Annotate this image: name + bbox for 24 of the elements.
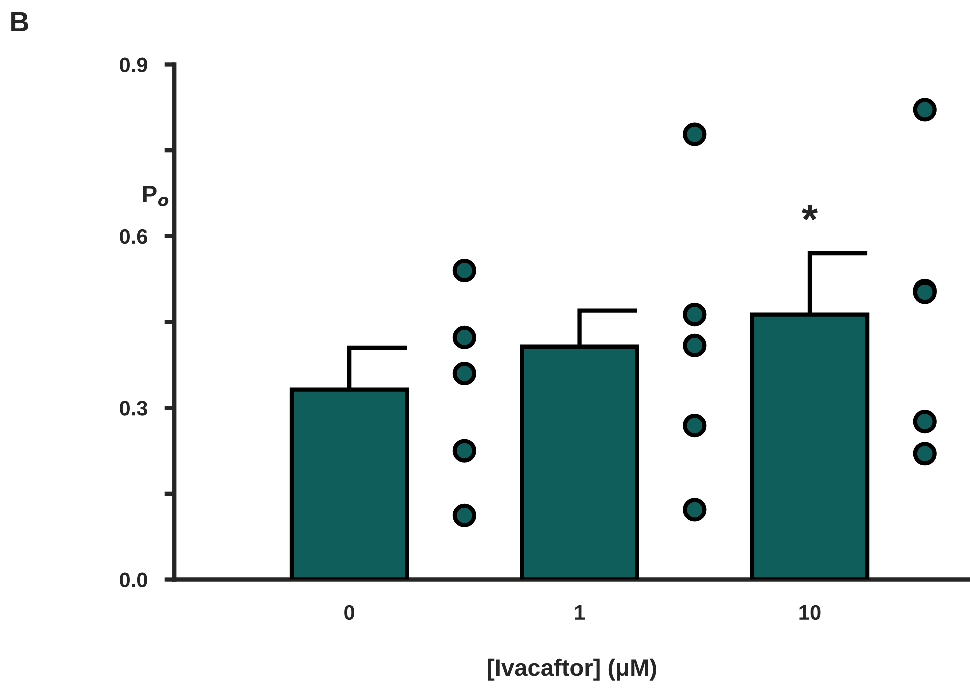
point [683,414,707,438]
point [452,326,476,350]
point [683,122,707,146]
point [452,258,476,283]
y-tick-label: 0.6 [120,229,148,244]
y-tick-label: 0.3 [120,401,148,416]
point [913,410,937,434]
x-axis-title: [Ivacaftor] (μM) [488,658,656,681]
x-tick-label: 1 [575,606,585,620]
point [452,439,476,463]
y-tick-label: 0.9 [120,58,148,72]
annotation: * [802,205,818,221]
point [913,442,937,466]
x-tick-label: 10 [800,605,821,620]
text: B [12,12,28,32]
point [683,498,707,522]
y-tick-label: 0.0 [120,572,148,588]
point [683,334,707,358]
point [913,98,937,122]
point [452,504,476,528]
point [452,362,476,386]
y-axis-title: P$_{o}$ [143,186,169,207]
x-tick-label: 0 [344,605,355,620]
point [683,303,707,327]
